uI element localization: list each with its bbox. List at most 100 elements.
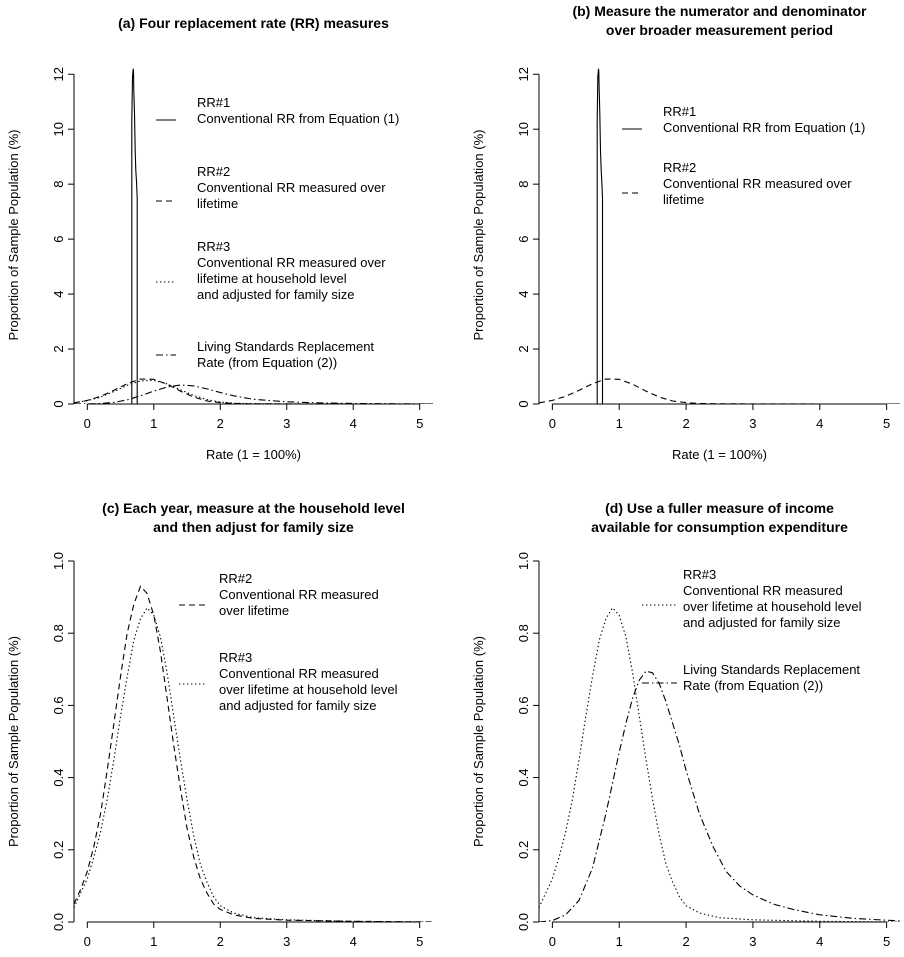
legend-label: RR#3	[197, 239, 230, 254]
y-tick-label: 0.4	[51, 769, 66, 787]
legend-label: Conventional RR measured	[219, 666, 379, 681]
x-tick-label: 0	[549, 416, 556, 431]
y-tick-label: 0.8	[516, 624, 531, 642]
y-tick-label: 10	[516, 122, 531, 136]
panel-d: (d) Use a fuller measure of income availa…	[471, 500, 901, 949]
y-tick-label: 4	[51, 290, 66, 297]
legend-label: RR#2	[219, 571, 252, 586]
x-tick-label: 2	[682, 934, 689, 949]
y-tick-label: 0.0	[516, 913, 531, 931]
panel-title: (b) Measure the numerator and denominato…	[572, 3, 867, 19]
y-tick-label: 0.6	[516, 696, 531, 714]
y-tick-label: 8	[51, 181, 66, 188]
y-tick-label: 0.8	[51, 624, 66, 642]
series-line-dashed	[73, 378, 433, 404]
x-tick-label: 3	[283, 934, 290, 949]
panel-title: (c) Each year, measure at the household …	[102, 500, 405, 516]
x-tick-label: 3	[749, 416, 756, 431]
x-tick-label: 0	[84, 934, 91, 949]
x-tick-label: 2	[217, 416, 224, 431]
legend-label: Rate (from Equation (2))	[197, 355, 337, 370]
panel-b: (b) Measure the numerator and denominato…	[471, 3, 900, 462]
legend-label: RR#2	[197, 164, 230, 179]
x-tick-label: 2	[217, 934, 224, 949]
x-tick-label: 2	[682, 416, 689, 431]
y-axis-label: Proportion of Sample Population (%)	[6, 129, 21, 340]
y-tick-label: 2	[516, 345, 531, 352]
x-axis-label: Rate (1 = 100%)	[672, 447, 767, 462]
x-tick-label: 5	[416, 416, 423, 431]
y-tick-label: 0.4	[516, 769, 531, 787]
y-tick-label: 0	[516, 400, 531, 407]
legend-label: RR#1	[197, 95, 230, 110]
series-line-dashdot	[73, 384, 433, 404]
x-tick-label: 1	[616, 934, 623, 949]
legend-label: RR#2	[663, 160, 696, 175]
y-axis-label: Proportion of Sample Population (%)	[6, 636, 21, 847]
x-tick-label: 3	[283, 416, 290, 431]
y-tick-label: 10	[51, 122, 66, 136]
y-tick-label: 0.2	[516, 841, 531, 859]
y-tick-label: 12	[516, 67, 531, 81]
y-axis-label: Proportion of Sample Population (%)	[471, 636, 486, 847]
legend-label: and adjusted for family size	[219, 698, 377, 713]
panel-title: over broader measurement period	[606, 22, 833, 38]
series-line-dotted	[73, 379, 433, 404]
x-tick-label: 1	[150, 416, 157, 431]
y-tick-label: 0	[51, 400, 66, 407]
legend-label: and adjusted for family size	[683, 615, 841, 630]
x-tick-label: 0	[549, 934, 556, 949]
y-tick-label: 4	[516, 290, 531, 297]
panel-title: (a) Four replacement rate (RR) measures	[118, 15, 389, 31]
legend-label: Conventional RR measured	[219, 587, 379, 602]
series-line-dashed	[538, 378, 900, 404]
y-tick-label: 0.6	[51, 696, 66, 714]
legend-label: over lifetime	[219, 603, 289, 618]
series-line-dotted	[538, 606, 901, 922]
x-tick-label: 0	[84, 416, 91, 431]
legend-label: Conventional RR measured	[683, 583, 843, 598]
series-line-dashdot	[538, 670, 901, 922]
legend-label: Conventional RR measured over	[663, 176, 852, 191]
series-line-solid	[596, 68, 900, 404]
y-tick-label: 6	[516, 236, 531, 243]
y-tick-label: 8	[516, 181, 531, 188]
y-axis-label: Proportion of Sample Population (%)	[471, 129, 486, 340]
panel-a: (a) Four replacement rate (RR) measures 0…	[6, 15, 433, 462]
x-axis-label: Rate (1 = 100%)	[206, 447, 301, 462]
y-tick-label: 2	[51, 345, 66, 352]
legend-label: RR#3	[683, 567, 716, 582]
x-tick-label: 4	[350, 934, 357, 949]
legend-label: Conventional RR from Equation (1)	[197, 111, 399, 126]
y-tick-label: 12	[51, 67, 66, 81]
panel-c: (c) Each year, measure at the household …	[6, 500, 434, 949]
legend-label: Rate (from Equation (2))	[683, 678, 823, 693]
x-tick-label: 3	[749, 934, 756, 949]
legend-label: lifetime	[663, 192, 704, 207]
legend-label: RR#3	[219, 650, 252, 665]
x-tick-label: 4	[816, 934, 823, 949]
y-tick-label: 6	[51, 236, 66, 243]
legend-label: lifetime at household level	[197, 271, 347, 286]
legend-label: Conventional RR measured over	[197, 255, 386, 270]
y-tick-label: 1.0	[51, 552, 66, 570]
panel-title: (d) Use a fuller measure of income	[605, 500, 834, 516]
y-tick-label: 0.0	[51, 913, 66, 931]
panel-title: available for consumption expenditure	[591, 519, 848, 535]
x-tick-label: 4	[350, 416, 357, 431]
y-tick-label: 0.2	[51, 841, 66, 859]
x-tick-label: 1	[150, 934, 157, 949]
series-line-dotted	[73, 606, 434, 922]
x-tick-label: 5	[416, 934, 423, 949]
x-tick-label: 4	[816, 416, 823, 431]
panel-title: and then adjust for family size	[153, 519, 354, 535]
legend-label: Conventional RR from Equation (1)	[663, 120, 865, 135]
legend-label: Living Standards Replacement	[197, 339, 374, 354]
series-line-dashed	[73, 585, 434, 922]
x-tick-label: 5	[883, 934, 890, 949]
legend-label: over lifetime at household level	[683, 599, 862, 614]
y-tick-label: 1.0	[516, 552, 531, 570]
x-tick-label: 5	[883, 416, 890, 431]
legend-label: lifetime	[197, 196, 238, 211]
